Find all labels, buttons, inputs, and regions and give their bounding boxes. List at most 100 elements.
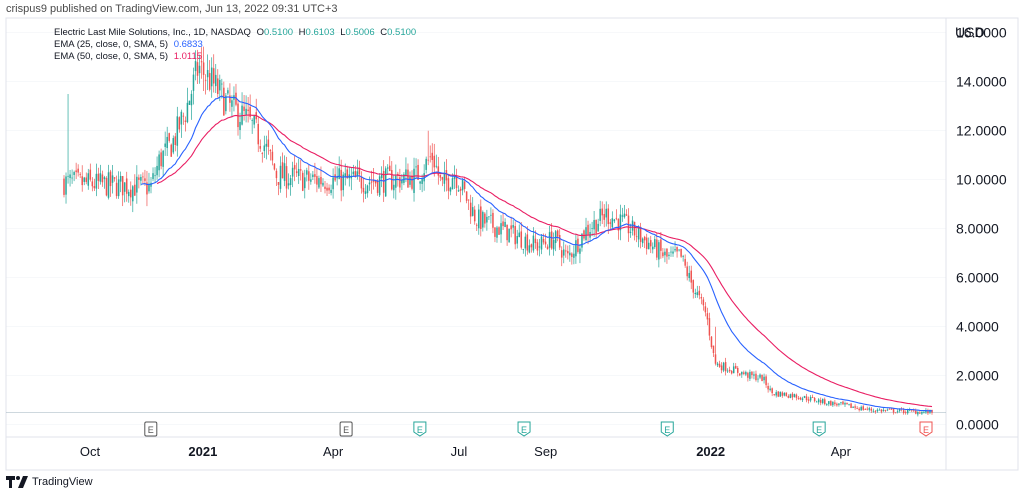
- candle-body: [670, 251, 672, 253]
- candle-body: [469, 202, 472, 217]
- candle-body: [368, 182, 371, 185]
- candle-body: [281, 162, 284, 179]
- candle-body: [417, 164, 419, 180]
- candle-body: [700, 296, 703, 299]
- candle-body: [502, 221, 504, 227]
- candle-body: [243, 106, 245, 111]
- candle-body: [617, 218, 620, 231]
- earnings-marker-box: [413, 421, 427, 437]
- candle-body: [904, 412, 907, 414]
- candle-body: [838, 403, 840, 405]
- tradingview-footer[interactable]: TradingView: [6, 476, 93, 488]
- candle-body: [652, 246, 654, 250]
- price-tick-label: 4.0000: [956, 319, 999, 335]
- candle-body: [716, 363, 719, 366]
- candle-body: [158, 154, 160, 171]
- candle-body: [95, 173, 98, 189]
- candle-body: [773, 394, 775, 396]
- candle-body: [362, 187, 365, 193]
- candle-body: [696, 292, 699, 295]
- candle-body: [200, 61, 203, 63]
- candle-body: [324, 186, 326, 189]
- time-tick-label: Apr: [323, 444, 344, 459]
- candle-body: [160, 152, 162, 167]
- earnings-marker[interactable]: E: [660, 421, 674, 437]
- earnings-marker[interactable]: E: [144, 421, 158, 437]
- candle-body: [650, 240, 652, 247]
- candle-body: [399, 177, 401, 188]
- candle-body: [490, 214, 492, 216]
- candle-body: [275, 170, 278, 179]
- candles[interactable]: [63, 46, 933, 417]
- candle-body: [607, 208, 610, 225]
- legend-symbol-row[interactable]: Electric Last Mile Solutions, Inc., 1D, …: [54, 27, 416, 38]
- candle-body: [425, 158, 427, 170]
- earnings-marker[interactable]: E: [919, 421, 933, 437]
- candle-body: [684, 259, 686, 266]
- candle-body: [712, 345, 715, 354]
- candle-body: [235, 92, 237, 105]
- candle-body: [295, 171, 298, 174]
- candle-body: [520, 231, 523, 248]
- candle-body: [892, 408, 895, 413]
- candle-body: [516, 235, 518, 244]
- candle-body: [119, 175, 122, 182]
- earnings-marker[interactable]: E: [812, 421, 826, 437]
- candle-body: [809, 397, 812, 401]
- candle-body: [273, 163, 276, 170]
- candle-body: [925, 410, 927, 413]
- earnings-marker[interactable]: E: [339, 421, 353, 437]
- time-axis[interactable]: Oct 2021 Apr Jul Sep 2022 Apr: [80, 444, 852, 459]
- candle-body: [423, 173, 425, 182]
- candle-body: [162, 150, 164, 167]
- earnings-marker[interactable]: E: [517, 421, 531, 437]
- legend-ema50-row[interactable]: EMA (50, close, 0, SMA, 5) 1.0115: [54, 51, 202, 62]
- candle-body: [196, 62, 199, 76]
- candle-body: [546, 246, 549, 250]
- candle-body: [656, 239, 658, 258]
- earnings-marker-label: E: [343, 425, 349, 435]
- candle-body: [834, 402, 836, 405]
- high-value: 0.6103: [305, 27, 335, 38]
- candle-body: [374, 180, 377, 184]
- candle-body: [585, 227, 587, 241]
- candle-body: [567, 251, 569, 254]
- candle-body: [217, 78, 219, 95]
- candle-body: [251, 120, 253, 121]
- candle-body: [344, 173, 346, 178]
- ema50-value: 1.0115: [173, 51, 203, 62]
- candle-body: [512, 225, 514, 228]
- candle-body: [639, 226, 642, 242]
- candle-body: [767, 386, 769, 390]
- candle-body: [310, 179, 312, 182]
- earnings-marker[interactable]: E: [413, 421, 427, 437]
- candle-body: [720, 365, 723, 371]
- candle-body: [706, 313, 709, 320]
- candle-body: [67, 175, 69, 177]
- price-tick-label: 12.0000: [956, 123, 1007, 139]
- candle-body: [741, 371, 743, 375]
- candle-body: [393, 184, 395, 191]
- time-tick-label: Jul: [451, 444, 468, 459]
- candle-body: [378, 176, 381, 196]
- candle-body: [299, 169, 302, 171]
- candle-body: [745, 371, 747, 375]
- candle-body: [144, 178, 146, 181]
- candle-body: [791, 393, 794, 398]
- candle-body: [824, 399, 826, 405]
- candle-body: [174, 136, 177, 145]
- candle-body: [526, 234, 529, 251]
- candle-body: [360, 176, 363, 189]
- candle-body: [461, 179, 464, 191]
- candle-body: [178, 117, 181, 130]
- candle-body: [664, 251, 666, 256]
- candle-body: [65, 176, 67, 195]
- candle-body: [480, 206, 482, 229]
- price-axis[interactable]: 16.0000 14.0000 12.0000 10.0000 8.0000 6.0000…: [956, 25, 1007, 433]
- candle-body: [558, 234, 561, 248]
- ema50-line[interactable]: [156, 114, 933, 408]
- legend-ema25-row[interactable]: EMA (25, close, 0, SMA, 5) 0.6833: [54, 39, 203, 50]
- ema25-line[interactable]: [140, 95, 933, 412]
